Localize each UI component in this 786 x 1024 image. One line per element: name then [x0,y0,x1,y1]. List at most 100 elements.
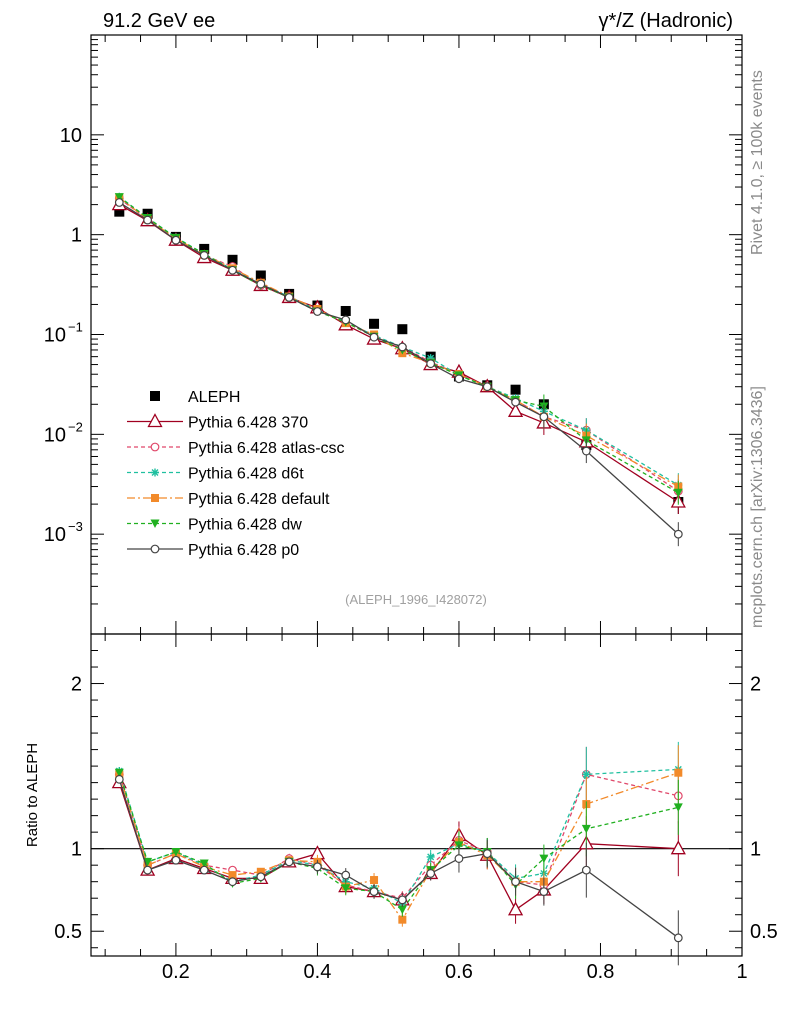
data-point-p0 [426,359,436,369]
ratio-point-p0 [482,849,492,859]
data-point-p0 [256,279,266,289]
data-point-ALEPH [510,384,521,395]
ratio-panel-frame [90,633,743,957]
ratio-point-default [228,871,237,880]
series-p0 [114,198,683,547]
ratio-point-p0 [256,872,266,882]
ratio-point-dw [341,884,351,893]
data-point-ALEPH [255,270,266,281]
header-right: γ*/Z (Hadronic) [599,10,733,32]
data-point-p0 [397,342,407,352]
series-line-p0 [118,201,679,535]
ratio-point-dw [114,768,124,778]
legend-label: Pythia 6.428 default [188,491,330,508]
ratio-point-p0 [426,869,436,878]
data-point-370 [507,402,524,417]
legend-entry-370: Pythia 6.428 370 [127,413,308,432]
ratio-point-p0 [199,865,209,875]
ratio-point-p0 [171,855,181,865]
y-tick-label: 10 [44,524,66,546]
data-point-p0 [313,307,322,316]
x-tick-label: 0.8 [587,961,615,983]
ratio-point-dw [143,857,153,867]
data-point-p0 [673,529,683,539]
y-tick-label: 10 [44,325,66,347]
data-point-p0 [454,374,464,384]
data-point-p0 [482,382,492,392]
legend-label: Pythia 6.428 p0 [188,542,299,559]
ratio-line-370 [118,782,679,911]
ratio-point-dw [199,859,209,869]
data-point-p0 [114,198,124,207]
ratio-point-p0 [397,895,407,905]
ratio-point-p0 [454,854,464,863]
y-tick-label-exponent: −2 [68,419,83,434]
data-point-p0 [143,215,153,225]
ratio-point-p0 [284,857,294,867]
ratio-point-default [674,768,683,777]
data-point-ALEPH [227,254,238,265]
data-point-ALEPH [369,318,380,329]
ratio-point-p0 [228,877,237,887]
data-point-p0 [581,446,591,456]
data-point-p0 [228,265,237,275]
ratio-series-p0 [114,774,683,966]
legend: ALEPH Pythia 6.428 370 Pythia 6.428 atlas-… [127,389,345,559]
y-tick-label: 1 [71,225,82,247]
ratio-point-d6t [426,852,435,861]
data-point-p0 [511,397,520,407]
data-point-p0 [539,412,549,422]
data-point-ALEPH [199,243,210,254]
legend-marker [151,494,159,502]
ratio-point-370 [507,901,524,916]
series-line-dw [118,196,679,494]
data-point-ALEPH [340,305,351,316]
legend-marker [150,519,160,528]
y-tick-label: 10 [60,125,82,147]
ratio-point-dw [171,847,181,857]
rivet-label: Rivet 4.1.0, ≥ 100k events [749,70,766,255]
ratio-point-default [398,915,407,924]
ratio-point-p0 [341,870,351,880]
ratio-point-dw [397,905,407,915]
legend-label: Pythia 6.428 370 [188,415,308,432]
legend-marker [150,544,160,554]
analysis-label: (ALEPH_1996_I428072) [345,592,487,607]
data-point-p0 [341,315,351,325]
legend-entry-d6t: Pythia 6.428 d6t [127,466,304,483]
ratio-point-p0 [511,877,520,887]
data-point-p0 [199,250,209,260]
legend-marker [150,442,160,452]
legend-marker [151,468,159,477]
ratio-point-p0 [114,774,124,784]
ratio-point-default [370,876,379,885]
legend-label: Pythia 6.428 atlas-csc [188,440,345,457]
ratio-point-dw [673,803,683,812]
data-point-p0 [284,293,294,302]
data-point-d6t [426,354,435,363]
mcplots-label: mcplots.cern.ch [arXiv:1306.3436] [749,386,766,628]
ratio-point-p0 [143,865,153,875]
x-tick-label: 1 [736,961,747,983]
legend-entry-p0: Pythia 6.428 p0 [127,542,299,559]
ratio-y-tick-label-left: 2 [71,674,82,696]
ratio-y-tick-label-left: 0.5 [54,921,82,943]
ratio-point-default [256,867,265,876]
data-point-p0 [369,332,379,342]
ratio-point-d6t [582,770,591,779]
x-tick-label: 0.6 [445,961,473,983]
data-point-ALEPH [397,324,408,335]
ratio-ylabel: Ratio to ALEPH [24,743,41,847]
ratio-line-p0 [118,779,679,939]
ratio-point-p0 [313,862,322,872]
data-point-ALEPH [114,206,125,217]
ratio-y-tick-label-right: 0.5 [750,921,778,943]
ratio-point-p0 [539,887,549,896]
ratio-point-p0 [581,865,591,875]
y-tick-label-exponent: −3 [68,519,83,534]
data-point-dw [673,488,683,498]
y-tick-label: 10 [44,424,66,446]
legend-marker [150,391,160,401]
